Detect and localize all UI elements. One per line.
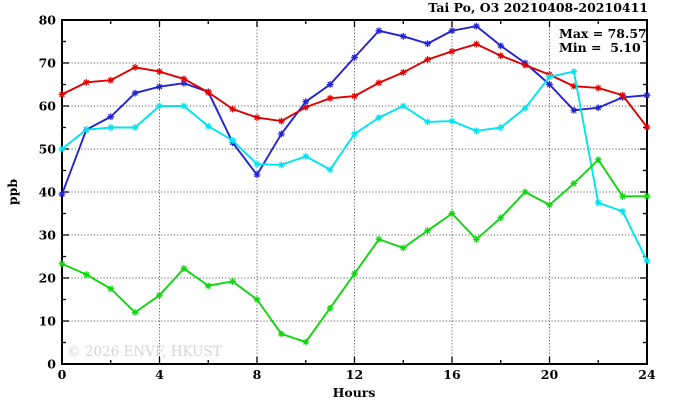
y-tick-label: 20 [39,271,57,286]
min-annotation: Min = 5.10 [559,40,641,55]
x-axis-label: Hours [333,385,376,400]
y-tick-label: 40 [39,185,57,200]
tick-labels-layer: 0 4 8 12 16 20 24 0 10 20 30 40 50 60 70 80 [39,13,656,383]
chart-title: Tai Po, O3 20210408-20210411 [428,0,648,15]
y-tick-label: 80 [39,13,57,28]
y-tick-label: 70 [39,56,57,71]
series-markers-series-green [58,156,651,346]
y-tick-label: 60 [39,99,57,114]
series-markers-series-red [58,40,651,131]
x-tick-label: 8 [253,367,262,382]
y-axis-label: ppb [5,179,20,205]
y-tick-label: 10 [39,314,57,329]
x-tick-label: 20 [541,367,559,382]
watermark: © 2026 ENVF, HKUST [67,344,222,360]
series-line-series-cyan [61,70,648,262]
max-annotation: Max = 78.57 [559,26,647,41]
series-layer [58,22,651,346]
gridlines-layer [62,20,647,364]
x-tick-label: 24 [638,367,656,382]
x-tick-label: 0 [58,367,67,382]
x-tick-label: 12 [346,367,363,382]
y-tick-label: 50 [39,142,57,157]
x-tick-label: 4 [155,367,164,382]
x-tick-label: 16 [443,367,461,382]
y-tick-label: 30 [39,228,57,243]
series-markers-series-cyan [58,68,651,265]
y-tick-label: 0 [47,357,56,372]
